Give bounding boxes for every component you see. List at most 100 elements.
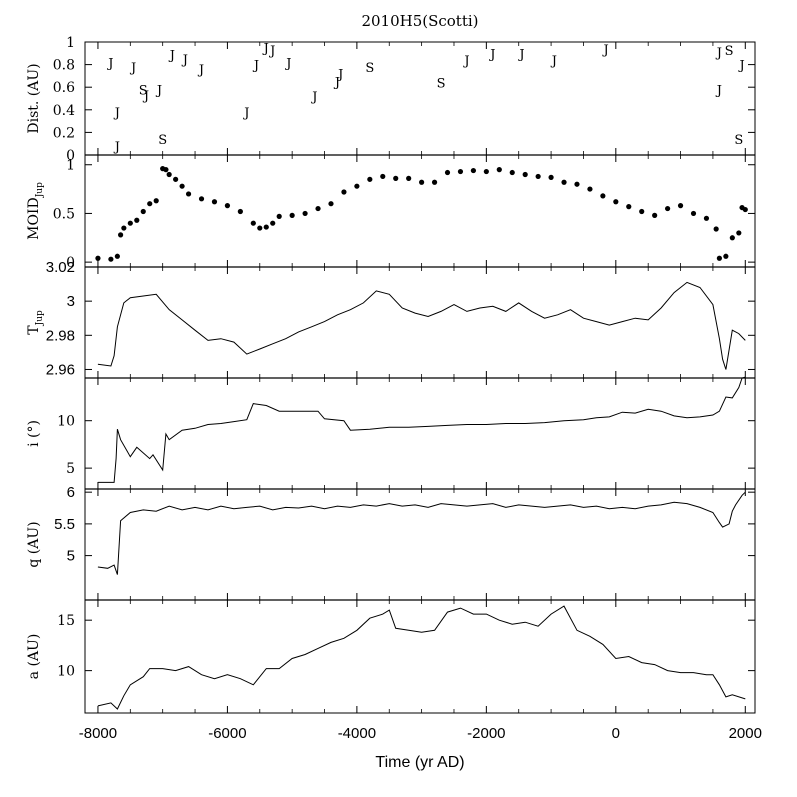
panel-a: 10 15 a (AU) bbox=[26, 605, 755, 710]
y-tick-label: 15 bbox=[57, 613, 75, 629]
moid-point bbox=[108, 256, 114, 262]
encounter-marker-J: J bbox=[262, 42, 269, 57]
moid-point bbox=[134, 217, 140, 223]
y-axis-label-subscript: Jup bbox=[35, 310, 45, 326]
panels-layer: -8000 -6000 -4000 -2000 0 2000 0 0.2 0.4 0.6 0.8 1 D… bbox=[26, 35, 762, 742]
encounter-marker-J: J bbox=[333, 76, 340, 91]
moid-point bbox=[729, 235, 735, 241]
moid-point bbox=[600, 193, 606, 199]
moid-point bbox=[173, 176, 179, 182]
encounter-marker-J: J bbox=[462, 54, 469, 69]
encounter-marker-J: J bbox=[113, 106, 120, 121]
encounter-marker-S: S bbox=[437, 77, 446, 92]
moid-point bbox=[211, 199, 218, 205]
moid-point bbox=[237, 208, 243, 215]
moid-point bbox=[328, 201, 334, 207]
encounter-marker-J: J bbox=[602, 43, 609, 58]
y-tick-label: 0.8 bbox=[53, 58, 75, 74]
encounter-marker-J: J bbox=[155, 83, 162, 98]
encounter-marker-S: S bbox=[158, 133, 167, 148]
moid-point bbox=[639, 208, 645, 215]
moid-point bbox=[444, 169, 451, 176]
encounter-marker-J: J bbox=[517, 47, 524, 62]
moid-point bbox=[652, 212, 658, 218]
moid-point bbox=[713, 226, 719, 232]
moid-point bbox=[367, 176, 373, 182]
moid-point bbox=[166, 171, 172, 178]
y-tick-label: 0.4 bbox=[53, 103, 75, 119]
encounter-marker-S: S bbox=[734, 133, 743, 148]
encounter-marker-J: J bbox=[106, 56, 113, 71]
moid-point bbox=[690, 210, 697, 217]
encounter-marker-J: J bbox=[737, 59, 744, 74]
panel-q: 5 5.5 6 q (AU) bbox=[26, 484, 755, 575]
y-tick-label: 5.5 bbox=[54, 516, 75, 533]
encounter-marker-J: J bbox=[310, 90, 317, 105]
moid-point bbox=[140, 208, 146, 215]
moid-point bbox=[723, 253, 729, 259]
moid-point bbox=[276, 213, 282, 219]
moid-point bbox=[354, 183, 360, 189]
moid-point bbox=[677, 203, 684, 209]
moid-point bbox=[509, 169, 515, 176]
y-tick-label: 0.2 bbox=[53, 125, 75, 141]
encounter-marker-S: S bbox=[365, 61, 374, 76]
moid-point bbox=[587, 186, 593, 192]
moid-point bbox=[548, 174, 554, 180]
y-tick-label: 2.98 bbox=[46, 327, 75, 344]
x-tick-label: -8000 bbox=[79, 725, 117, 742]
figure-title: 2010H5(Scotti) bbox=[361, 12, 478, 30]
encounter-marker-J: J bbox=[168, 48, 175, 63]
tjup-series-line bbox=[97, 281, 746, 370]
y-tick-label: 10 bbox=[57, 414, 75, 430]
moid-point bbox=[127, 220, 133, 226]
moid-point bbox=[522, 171, 528, 178]
moid-point bbox=[736, 230, 742, 236]
y-axis-label: a (AU) bbox=[26, 634, 42, 680]
incl-series-line bbox=[97, 376, 746, 483]
moid-point bbox=[393, 175, 399, 181]
y-axis-label: i (°) bbox=[26, 420, 42, 447]
moid-point bbox=[535, 173, 541, 180]
moid-point bbox=[470, 167, 477, 174]
x-tick-label: -2000 bbox=[467, 725, 505, 742]
moid-point bbox=[496, 167, 502, 173]
moid-point bbox=[302, 210, 308, 217]
moid-point bbox=[185, 191, 192, 197]
encounter-marker-J: J bbox=[715, 83, 722, 98]
moid-point bbox=[626, 204, 632, 210]
moid-point bbox=[561, 179, 567, 185]
encounter-marker-J: J bbox=[181, 53, 188, 68]
y-axis-label: q (AU) bbox=[26, 521, 42, 567]
moid-point bbox=[114, 253, 120, 259]
moid-point bbox=[163, 167, 169, 173]
y-tick-label: 0 bbox=[66, 255, 75, 271]
x-tick-label: 2000 bbox=[729, 725, 762, 742]
encounter-marker-J: J bbox=[142, 89, 149, 104]
moid-point bbox=[716, 255, 722, 261]
encounter-marker-J: J bbox=[284, 56, 291, 71]
x-tick-label: -4000 bbox=[338, 725, 376, 742]
moid-point bbox=[483, 168, 489, 175]
moid-point bbox=[250, 220, 256, 226]
moid-point bbox=[315, 205, 321, 212]
moid-point bbox=[703, 215, 710, 221]
moid-point bbox=[742, 206, 748, 213]
y-tick-label: 0.5 bbox=[53, 206, 75, 222]
moid-point bbox=[257, 225, 263, 231]
y-tick-label: 1 bbox=[66, 35, 75, 51]
y-axis-label: MOIDJup bbox=[26, 182, 45, 240]
encounter-marker-J: J bbox=[113, 140, 120, 155]
y-tick-label: 6 bbox=[67, 484, 75, 501]
moid-point bbox=[153, 198, 159, 204]
moid-point bbox=[224, 203, 231, 209]
moid-point bbox=[270, 220, 276, 226]
encounter-marker-J: J bbox=[197, 63, 204, 78]
moid-point bbox=[457, 168, 464, 175]
encounter-marker-J: J bbox=[242, 106, 249, 121]
y-tick-label: 5 bbox=[67, 548, 75, 565]
moid-point bbox=[198, 196, 205, 202]
y-tick-label: 0 bbox=[66, 148, 75, 164]
